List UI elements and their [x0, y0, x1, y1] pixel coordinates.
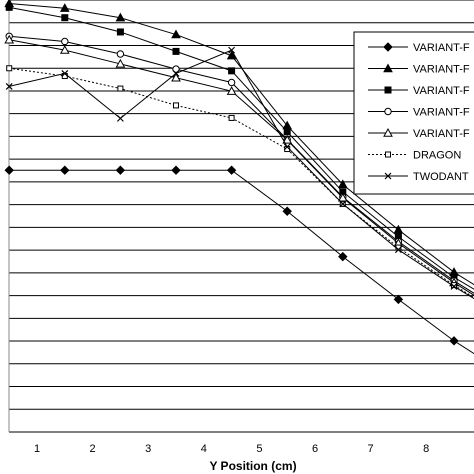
legend-item: VARIANT-F	[368, 127, 470, 140]
x-tick-label: 5	[256, 443, 262, 455]
legend-marker	[383, 42, 393, 52]
data-point	[282, 206, 292, 216]
data-point	[393, 294, 404, 305]
data-point	[171, 165, 181, 175]
data-point	[116, 50, 125, 58]
data-point	[61, 14, 69, 22]
data-point	[59, 3, 70, 12]
legend-label: VARIANT-F	[413, 64, 470, 76]
data-point	[171, 29, 181, 39]
data-point	[61, 37, 69, 46]
data-point	[6, 65, 13, 72]
data-point	[172, 70, 180, 77]
data-point	[116, 28, 124, 36]
series-7	[5, 46, 474, 300]
data-point	[227, 78, 236, 87]
x-tick-label: 3	[145, 443, 151, 455]
data-point	[450, 282, 458, 290]
data-point	[172, 47, 180, 55]
legend-item: VARIANT-F	[368, 42, 470, 54]
x-axis-label: Y Position (cm)	[209, 459, 296, 473]
series-line	[9, 39, 474, 296]
data-point	[4, 165, 14, 175]
data-point	[115, 58, 126, 68]
series-line	[9, 169, 474, 355]
data-point	[228, 67, 236, 75]
legend-label: DRAGON	[413, 150, 461, 162]
data-point	[394, 246, 402, 254]
series-line	[9, 49, 474, 300]
legend-item: TWODANT	[368, 171, 469, 183]
data-point	[228, 46, 236, 54]
series-line	[9, 35, 474, 294]
data-point	[116, 114, 124, 122]
data-point	[61, 70, 69, 77]
data-point	[5, 3, 13, 11]
legend-marker	[384, 107, 392, 116]
data-point	[226, 86, 237, 95]
legend-item: VARIANT-F	[368, 107, 470, 119]
data-point	[337, 179, 348, 189]
data-point	[226, 50, 237, 60]
data-point	[115, 165, 126, 175]
data-point	[283, 128, 291, 136]
data-point	[115, 12, 126, 22]
x-tick-label: 2	[90, 443, 96, 455]
data-point	[173, 102, 179, 109]
legend: VARIANT-F VARIANT-F VARIANT-F VARIANT-F VARI…	[353, 31, 474, 195]
data-point	[338, 251, 348, 262]
legend-marker	[384, 86, 392, 94]
data-point	[172, 65, 180, 73]
data-point	[283, 143, 291, 151]
x-tick-label: 1	[34, 443, 40, 455]
data-point	[60, 165, 70, 175]
data-point	[226, 165, 237, 175]
legend-box	[353, 31, 474, 195]
legend-label: VARIANT-F	[413, 107, 470, 119]
series-line	[9, 6, 474, 290]
series-1	[4, 165, 474, 355]
data-point	[4, 34, 15, 44]
legend-label: VARIANT-F	[413, 42, 470, 54]
data-point	[449, 336, 459, 346]
data-point	[282, 134, 293, 144]
legend-label: VARIANT-F	[413, 128, 470, 140]
x-tick-label: 6	[312, 443, 318, 455]
data-point	[59, 45, 70, 54]
data-point	[117, 85, 124, 92]
legend-item: VARIANT-F	[368, 63, 470, 76]
data-point	[171, 72, 181, 82]
legend-label: VARIANT-F	[413, 85, 470, 97]
legend-item: DRAGON	[368, 150, 461, 162]
x-tick-label: 7	[368, 443, 374, 455]
series-line	[9, 67, 474, 299]
legend-item: VARIANT-F	[368, 85, 470, 97]
data-point	[339, 200, 347, 208]
series-group	[4, 0, 474, 355]
x-tick-labels: 1 2 3 4 5 6 7 8	[34, 443, 429, 455]
legend-label: TWODANT	[413, 171, 469, 183]
legend-marker	[383, 127, 393, 137]
data-point	[393, 224, 404, 234]
x-tick-label: 8	[423, 443, 429, 455]
data-point	[228, 114, 235, 121]
legend-marker	[384, 172, 392, 180]
x-tick-label: 4	[201, 443, 207, 455]
legend-marker	[383, 63, 393, 73]
legend-marker	[385, 151, 391, 158]
data-point	[5, 82, 13, 90]
series-line	[9, 2, 474, 286]
